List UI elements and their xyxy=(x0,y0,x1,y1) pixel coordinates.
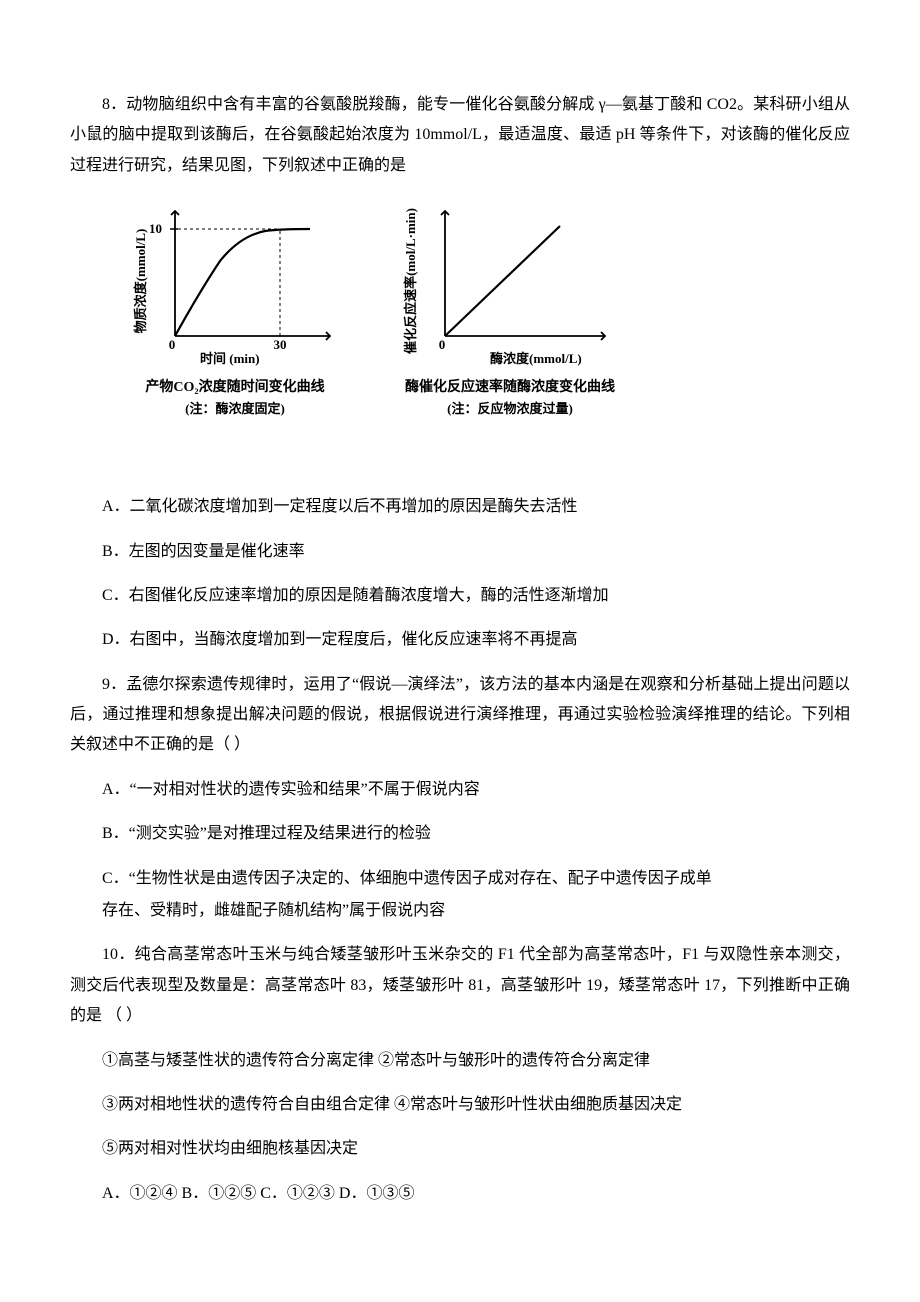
svg-text:0: 0 xyxy=(439,337,446,352)
q9-option-c: C．“生物性状是由遗传因子决定的、体细胞中遗传因子成对存在、配子中遗传因子成单 xyxy=(70,864,850,894)
q8-right-chart: 0 催化反应速率(mol/L·min) 酶浓度(mmol/L) 酶催化反应速率随… xyxy=(400,201,620,422)
q10-stem: 10．纯合高茎常态叶玉米与纯合矮茎皱形叶玉米杂交的 F1 代全部为高茎常态叶，F… xyxy=(70,940,850,1031)
left-x-tick-label: 30 xyxy=(274,337,287,352)
q8-option-c: C．右图催化反应速率增加的原因是随着酶浓度增大，酶的活性逐渐增加 xyxy=(70,581,850,611)
q8-left-chart: 10 0 30 物质浓度(mmol/L) 时间 (min) 产物CO₂浓度随时间… xyxy=(130,201,340,422)
q9-option-a: A．“一对相对性状的遗传实验和结果”不属于假说内容 xyxy=(70,775,850,805)
q8-stem: 8．动物脑组织中含有丰富的谷氨酸脱羧酶，能专一催化谷氨酸分解成 γ—氨基丁酸和 … xyxy=(70,90,850,181)
left-y-tick-label: 10 xyxy=(149,221,162,236)
right-ylabel: 催化反应速率(mol/L·min) xyxy=(403,208,418,354)
svg-text:0: 0 xyxy=(169,337,176,352)
q9-option-b: B．“测交实验”是对推理过程及结果进行的检验 xyxy=(70,819,850,849)
q9-option-c-cont: 存在、受精时，雌雄配子随机结构”属于假说内容 xyxy=(70,896,850,926)
q10-statement-1: ①高茎与矮茎性状的遗传符合分离定律 ②常态叶与皱形叶的遗传符合分离定律 xyxy=(70,1046,850,1076)
right-xlabel: 酶浓度(mmol/L) xyxy=(490,347,582,372)
q10-statement-3: ⑤两对相对性状均由细胞核基因决定 xyxy=(70,1134,850,1164)
q8-figures: 10 0 30 物质浓度(mmol/L) 时间 (min) 产物CO₂浓度随时间… xyxy=(130,201,850,422)
q9-stem: 9．孟德尔探索遗传规律时，运用了“假说—演绎法”，该方法的基本内涵是在观察和分析… xyxy=(70,670,850,761)
q8-option-d: D．右图中，当酶浓度增加到一定程度后，催化反应速率将不再提高 xyxy=(70,625,850,655)
right-caption: 酶催化反应速率随酶浓度变化曲线 xyxy=(405,378,615,398)
q8-option-a: A．二氧化碳浓度增加到一定程度以后不再增加的原因是酶失去活性 xyxy=(70,492,850,522)
q10-options: A．①②④ B．①②⑤ C．①②③ D．①③⑤ xyxy=(70,1179,850,1209)
left-xlabel: 时间 (min) xyxy=(200,347,260,372)
left-sub: (注：酶浓度固定) xyxy=(185,397,285,422)
left-caption: 产物CO₂浓度随时间变化曲线 xyxy=(145,378,324,398)
left-ylabel: 物质浓度(mmol/L) xyxy=(133,229,148,334)
q10-statement-2: ③两对相地性状的遗传符合自由组合定律 ④常态叶与皱形叶性状由细胞质基因决定 xyxy=(70,1090,850,1120)
right-sub: (注：反应物浓度过量) xyxy=(447,397,573,422)
q8-option-b: B．左图的因变量是催化速率 xyxy=(70,537,850,567)
